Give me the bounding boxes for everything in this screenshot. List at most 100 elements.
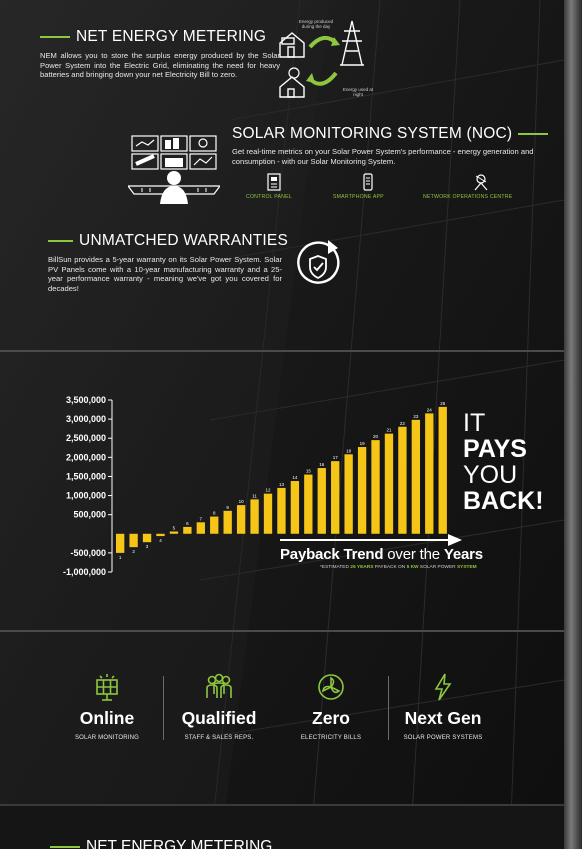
y-tick-label: 2,500,000 xyxy=(66,433,106,443)
smartphone-icon xyxy=(363,173,373,191)
chart-bar xyxy=(169,531,179,534)
accent-line xyxy=(48,240,74,242)
chart-bar xyxy=(344,454,353,534)
payback-trend-caption: Payback Trend over the Years *ESTIMATED … xyxy=(280,546,520,570)
section-divider xyxy=(0,630,564,632)
accent-line xyxy=(40,36,70,38)
trend-title-rest: over the xyxy=(383,546,444,563)
bar-year-label: 14 xyxy=(292,475,298,480)
noc-title-row: SOLAR MONITORING SYSTEM (NOC) xyxy=(232,125,562,143)
trend-title-bold2: Years xyxy=(443,546,483,563)
bar-year-label: 17 xyxy=(333,455,339,460)
operator-illustration xyxy=(126,134,222,204)
chart-bar xyxy=(398,426,407,534)
noc-item-control-panel: CONTROL PANEL xyxy=(246,194,292,200)
bar-year-label: 6 xyxy=(186,521,189,526)
pays-back-line1: IT xyxy=(463,409,486,437)
feature-divider xyxy=(163,676,164,740)
bar-year-label: 1 xyxy=(119,555,122,560)
bar-year-label: 22 xyxy=(400,421,406,426)
bar-year-label: 11 xyxy=(252,493,257,498)
y-tick-label: 1,000,000 xyxy=(66,491,106,501)
zero-bills-icon xyxy=(318,674,344,700)
chart-bar xyxy=(210,516,219,534)
chart-bar xyxy=(357,447,367,534)
pays-back-line4: BACK! xyxy=(463,487,544,515)
feature-zero: Zero ELECTRICITY BILLS xyxy=(276,672,386,741)
feature-divider xyxy=(388,676,389,740)
bar-year-label: 23 xyxy=(413,414,419,419)
solar-panel-icon xyxy=(96,674,118,701)
note-a: *ESTIMATED xyxy=(320,565,351,570)
feature-online: Online SOLAR MONITORING xyxy=(52,672,162,741)
bar-year-label: 10 xyxy=(239,499,245,504)
note-e: SOLAR POWER xyxy=(418,565,457,570)
feature-next-gen-sub: SOLAR POWER SYSTEMS xyxy=(403,735,483,741)
nem-title-row: NET ENERGY METERING xyxy=(40,28,280,46)
feature-qualified-sub: STAFF & SALES REPS. xyxy=(184,735,254,741)
bar-year-label: 12 xyxy=(265,488,271,493)
feature-next-gen: Next Gen SOLAR POWER SYSTEMS xyxy=(388,672,498,741)
chart-bar xyxy=(331,461,340,534)
next-section-strip xyxy=(0,806,564,849)
nem-title-repeat-row: NET ENERGY METERING xyxy=(50,838,272,849)
noc-section: SOLAR MONITORING SYSTEM (NOC) Get real-t… xyxy=(232,125,562,166)
feature-zero-title: Zero xyxy=(312,708,350,728)
control-panel-icon xyxy=(267,173,281,191)
noc-items: CONTROL PANEL SMARTPHONE APP NETWORK OPE… xyxy=(232,173,552,203)
lightning-icon xyxy=(434,673,452,701)
chart-bar xyxy=(196,522,205,534)
bar-year-label: 8 xyxy=(213,511,216,516)
nem-description: NEM allows you to store the surplus ener… xyxy=(40,51,280,80)
chart-bar xyxy=(236,505,246,534)
section-divider xyxy=(0,350,564,352)
chart-bar xyxy=(438,406,447,534)
bar-year-label: 16 xyxy=(319,462,325,467)
payback-bar-chart: 3,500,000 3,000,000 2,500,000 2,000,000 1,50… xyxy=(63,395,447,577)
noc-title: SOLAR MONITORING SYSTEM (NOC) xyxy=(232,125,513,142)
noc-item-network-operations: NETWORK OPERATIONS CENTRE xyxy=(423,194,513,200)
chart-bar xyxy=(129,533,138,548)
pays-back-heading: IT PAYS YOU BACK! xyxy=(463,410,573,514)
warranty-title-row: UNMATCHED WARRANTIES xyxy=(48,232,288,250)
feature-online-sub: SOLAR MONITORING xyxy=(74,735,140,741)
bar-year-label: 5 xyxy=(173,525,176,530)
bar-year-label: 3 xyxy=(146,544,149,549)
warranty-description: BillSun provides a 5-year warranty on it… xyxy=(48,255,282,293)
features-row: Online SOLAR MONITORING Qualified STAFF … xyxy=(62,672,502,752)
chart-bar xyxy=(263,493,273,534)
pays-back-line3: YOU xyxy=(463,461,518,489)
bar-year-label: 15 xyxy=(306,469,312,474)
chart-bar xyxy=(425,413,434,534)
chart-bar xyxy=(142,533,152,543)
nem-night-caption: Energy used at night xyxy=(342,87,374,97)
feature-zero-sub: ELECTRICITY BILLS xyxy=(300,735,362,741)
bar-year-label: 21 xyxy=(386,428,392,433)
bar-year-label: 9 xyxy=(226,505,229,510)
bar-year-label: 2 xyxy=(132,549,135,554)
chart-bar xyxy=(277,487,286,534)
bar-year-label: 20 xyxy=(373,434,379,439)
house-grid-icon xyxy=(279,20,364,98)
nem-title: NET ENERGY METERING xyxy=(76,28,267,45)
warranty-shield-cycle-icon xyxy=(297,240,340,284)
bar-year-label: 4 xyxy=(159,538,162,543)
payback-trend-title: Payback Trend over the Years xyxy=(280,546,520,563)
nem-day-caption: Energy produced during the day xyxy=(298,19,334,29)
chart-bar xyxy=(223,510,232,534)
chart-bar xyxy=(183,526,192,534)
pays-back-line2: PAYS xyxy=(463,435,527,463)
accent-line xyxy=(518,133,549,135)
payback-trend-note: *ESTIMATED 25 YEARS PAYBACK ON 5 KW SOLA… xyxy=(320,565,520,570)
bar-year-label: 19 xyxy=(360,441,366,446)
network-operations-icon xyxy=(474,174,488,191)
nem-illustration: Energy produced during the day Energy us… xyxy=(276,17,386,101)
warranty-title: UNMATCHED WARRANTIES xyxy=(79,232,288,249)
bar-year-label: 7 xyxy=(200,516,203,521)
trend-title-bold: Payback Trend xyxy=(280,546,384,563)
nem-section: NET ENERGY METERING NEM allows you to st… xyxy=(40,28,280,80)
y-tick-label: 2,000,000 xyxy=(66,452,106,462)
bar-year-label: 24 xyxy=(427,407,433,412)
y-tick-label: -1,000,000 xyxy=(63,567,106,577)
